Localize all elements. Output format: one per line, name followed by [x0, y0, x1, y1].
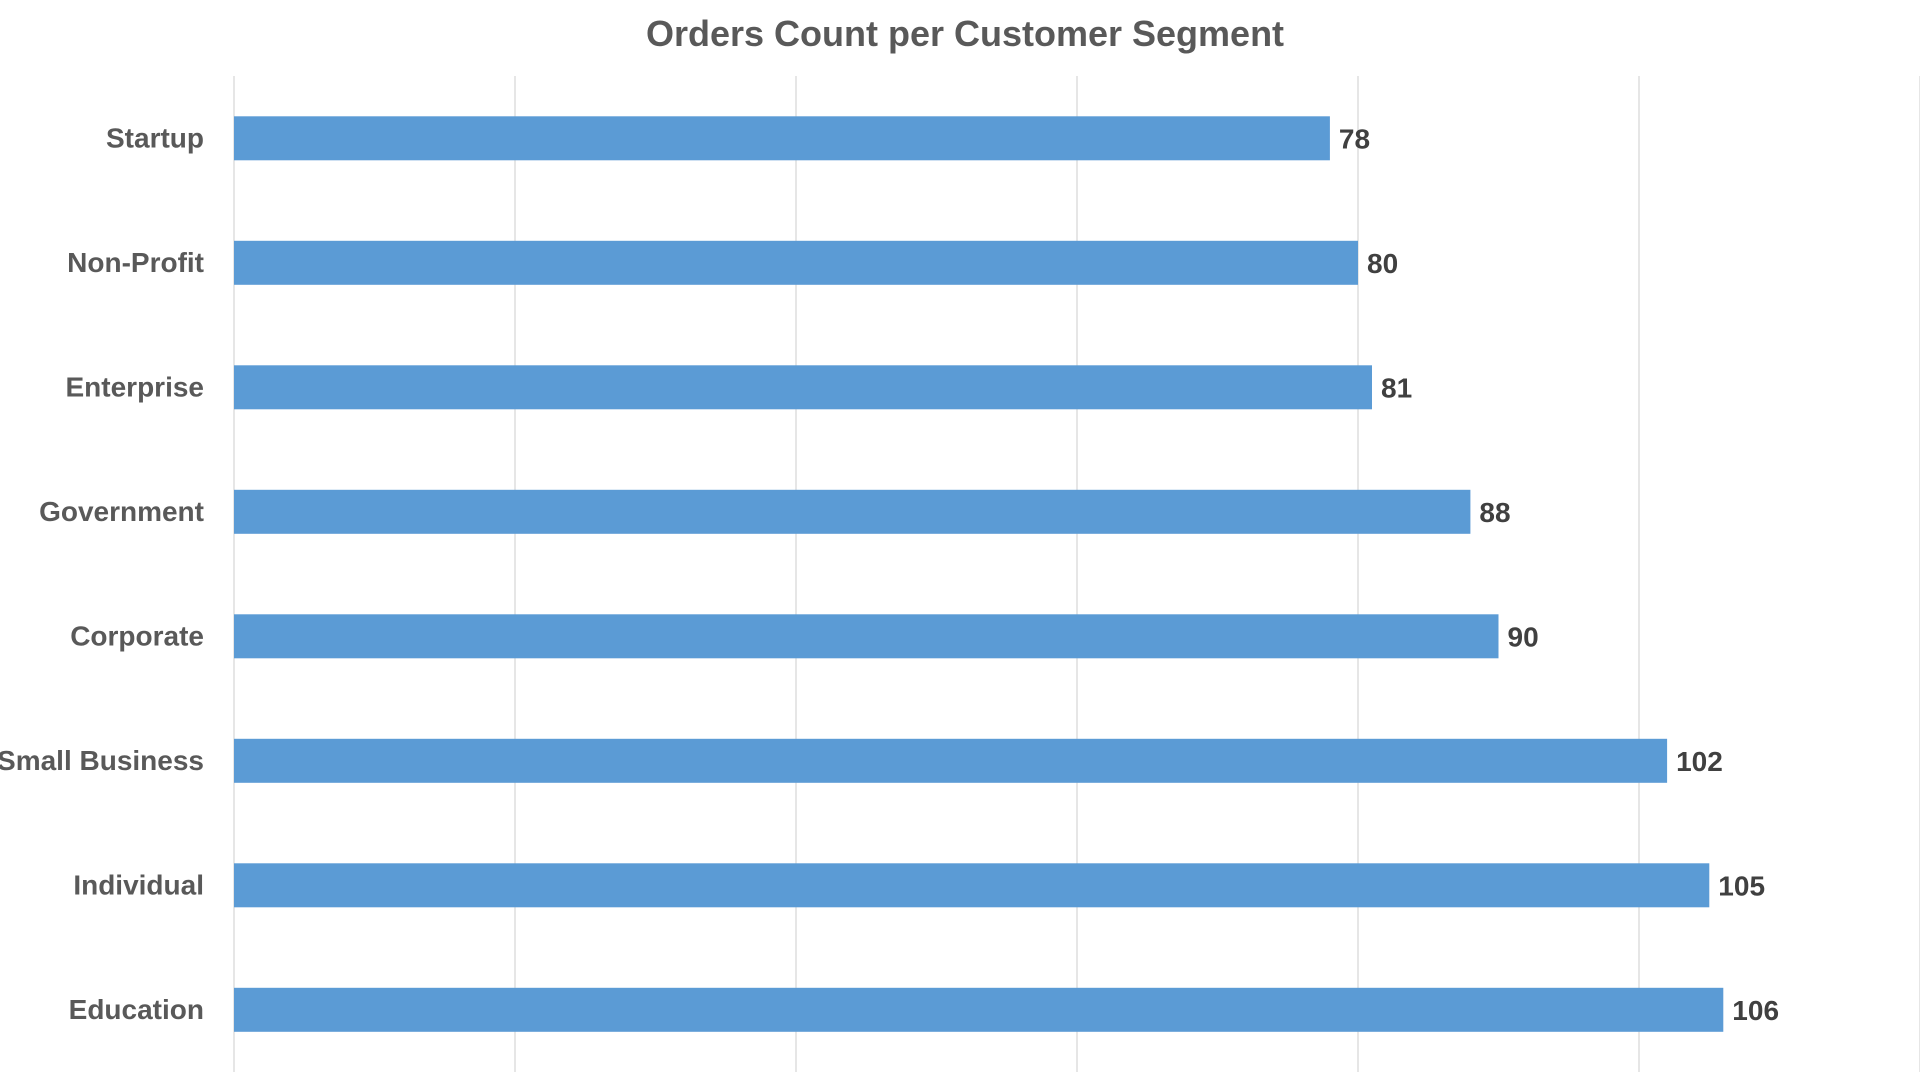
bar: [234, 365, 1372, 410]
data-label: 81: [1381, 372, 1412, 403]
category-label: Small Business: [0, 745, 204, 776]
data-label: 80: [1367, 248, 1398, 279]
category-label: Individual: [73, 869, 204, 900]
category-label: Enterprise: [66, 371, 205, 402]
data-label: 102: [1676, 746, 1723, 777]
category-label: Corporate: [70, 620, 204, 651]
category-label: Non-Profit: [67, 247, 204, 278]
bar: [234, 116, 1330, 161]
chart-title: Orders Count per Customer Segment: [646, 13, 1284, 54]
data-label: 106: [1732, 995, 1779, 1026]
bar: [234, 863, 1710, 908]
bar: [234, 987, 1724, 1032]
bar: [234, 489, 1471, 534]
category-label: Education: [69, 994, 204, 1025]
data-label: 90: [1508, 621, 1539, 652]
category-label: Startup: [106, 122, 204, 153]
data-label: 88: [1479, 497, 1510, 528]
bar: [234, 738, 1668, 783]
data-label: 78: [1339, 123, 1370, 154]
data-label: 105: [1718, 870, 1765, 901]
bars: [234, 116, 1724, 1032]
data-labels: 78 80 81 88 90 102 105 106: [1339, 123, 1779, 1026]
bar: [234, 240, 1358, 285]
gridlines: [233, 76, 1920, 1072]
category-labels: Startup Non-Profit Enterprise Government Cor…: [0, 122, 204, 1025]
bar: [234, 614, 1499, 659]
category-label: Government: [39, 496, 204, 527]
